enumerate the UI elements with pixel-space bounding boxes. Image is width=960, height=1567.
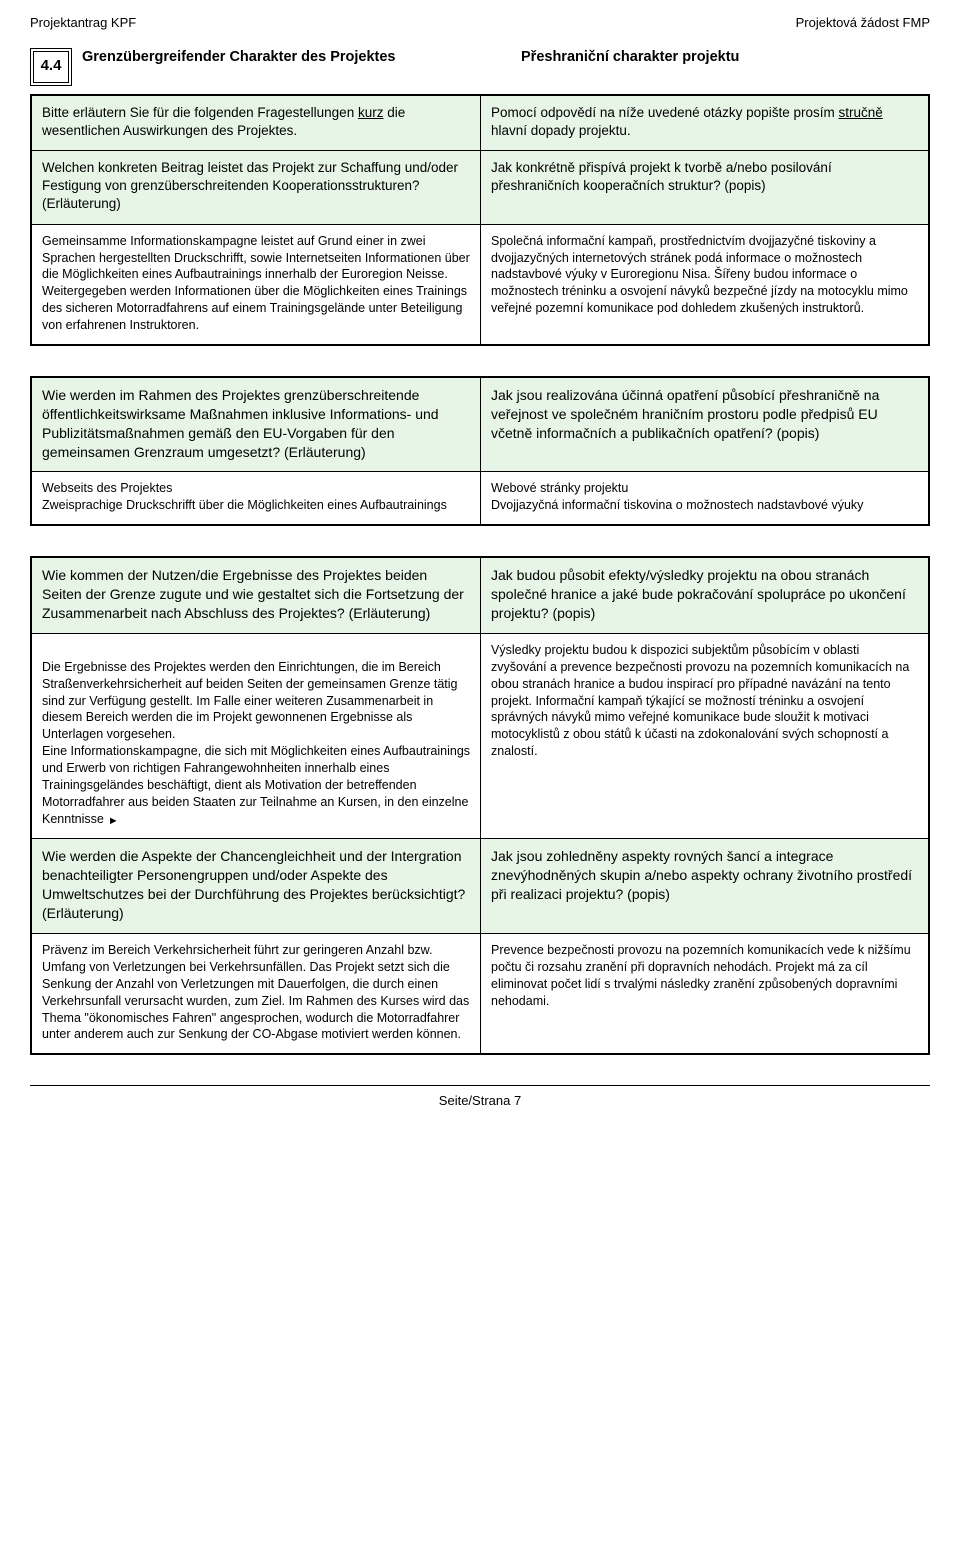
t2-r2-cz: Webové stránky projektu Dvojjazyčná info… xyxy=(480,471,928,524)
t3-r2-de: Die Ergebnisse des Projektes werden den … xyxy=(32,633,480,839)
t1-r2-de: Welchen konkreten Beitrag leistet das Pr… xyxy=(32,150,480,224)
form-table-1: Bitte erläutern Sie für die folgenden Fr… xyxy=(30,94,930,346)
form-table-3: Wie kommen der Nutzen/die Ergebnisse des… xyxy=(30,556,930,1055)
header-right: Projektová žádost FMP xyxy=(796,14,930,32)
t1-r1-cz: Pomocí odpovědí na níže uvedené otázky p… xyxy=(480,96,928,150)
t2-r2-de: Webseits des Projektes Zweisprachige Dru… xyxy=(32,471,480,524)
page-header: Projektantrag KPF Projektová žádost FMP xyxy=(30,14,930,32)
t1-r2-cz: Jak konkrétně přispívá projekt k tvorbě … xyxy=(480,150,928,224)
t3-r3-cz: Jak jsou zohledněny aspekty rovných šanc… xyxy=(480,838,928,933)
t3-r1-de: Wie kommen der Nutzen/die Ergebnisse des… xyxy=(32,558,480,633)
t3-r1-cz: Jak budou působit efekty/výsledky projek… xyxy=(480,558,928,633)
t3-r2-cz: Výsledky projektu budou k dispozici subj… xyxy=(480,633,928,839)
t1-r3-cz: Společná informační kampaň, prostřednict… xyxy=(480,224,928,344)
t3-r4-cz: Prevence bezpečnosti provozu na pozemníc… xyxy=(480,933,928,1053)
section-title-de: Grenzübergreifender Charakter des Projek… xyxy=(82,48,491,86)
t1-r3-de: Gemeinsamme Informationskampagne leistet… xyxy=(32,224,480,344)
t1-r1-de: Bitte erläutern Sie für die folgenden Fr… xyxy=(32,96,480,150)
t3-r4-de: Prävenz im Bereich Verkehrsicherheit füh… xyxy=(32,933,480,1053)
t2-r1-cz: Jak jsou realizována účinná opatření půs… xyxy=(480,378,928,472)
section-title-cz: Přeshraniční charakter projektu xyxy=(521,48,930,86)
section-heading: 4.4 Grenzübergreifender Charakter des Pr… xyxy=(30,48,930,86)
form-table-2: Wie werden im Rahmen des Projektes grenz… xyxy=(30,376,930,526)
section-number: 4.4 xyxy=(33,51,69,83)
t3-r3-de: Wie werden die Aspekte der Chancengleich… xyxy=(32,838,480,933)
overflow-arrow-icon: ► xyxy=(108,814,119,829)
header-left: Projektantrag KPF xyxy=(30,14,136,32)
page-footer: Seite/Strana 7 xyxy=(30,1085,930,1110)
section-number-frame: 4.4 xyxy=(30,48,72,86)
t2-r1-de: Wie werden im Rahmen des Projektes grenz… xyxy=(32,378,480,472)
